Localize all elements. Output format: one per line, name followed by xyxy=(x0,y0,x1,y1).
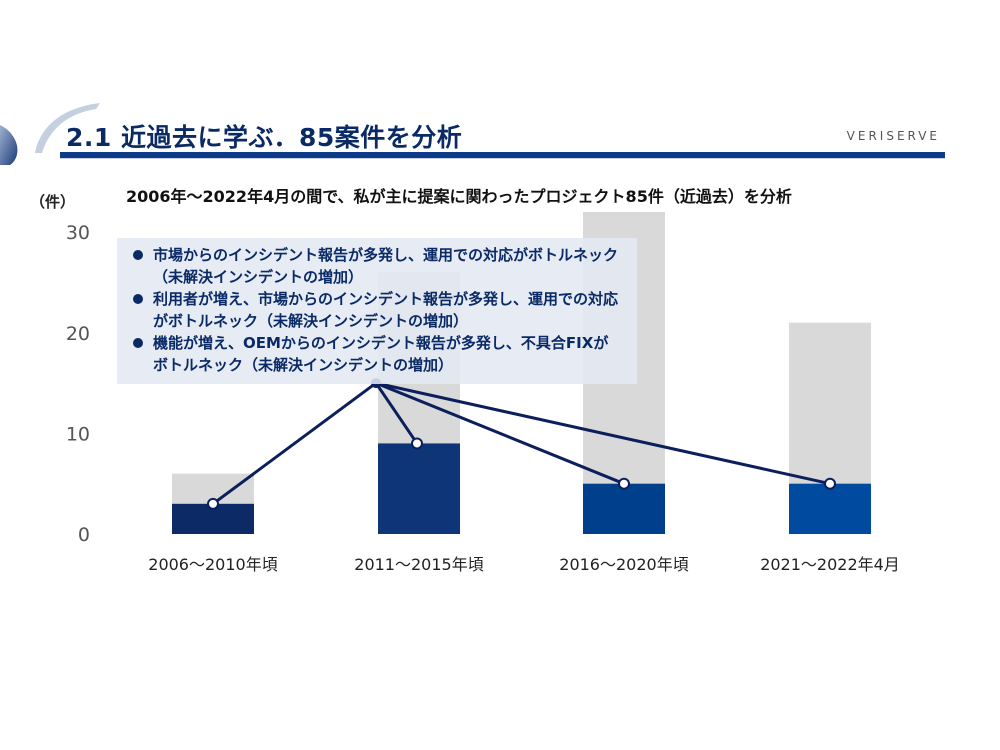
header-underline-bar xyxy=(60,152,945,158)
y-tick-label: 0 xyxy=(78,524,90,546)
header-underline-thin xyxy=(60,158,945,159)
bar-highlight xyxy=(789,483,871,534)
connector-target-point xyxy=(824,477,836,490)
bullet-icon xyxy=(133,338,143,348)
y-tick-label: 30 xyxy=(66,222,90,244)
bullet-icon xyxy=(133,294,143,304)
x-category-label: 2021～2022年4月 xyxy=(760,555,900,574)
chart-subtitle: 2006年～2022年4月の間で、私が主に提案に関わったプロジェクト85件（近過… xyxy=(126,187,792,206)
x-category-label: 2011～2015年頃 xyxy=(354,555,483,574)
connector-line xyxy=(375,381,625,486)
connector-target-point xyxy=(618,477,630,490)
connector-line xyxy=(212,381,377,506)
y-tick-label: 20 xyxy=(66,323,90,345)
connector-line xyxy=(374,382,419,445)
callout-item: 機能が増え、OEMからのインシデント報告が多発し、不具合FIXが ボトルネック（… xyxy=(131,332,627,376)
bullet-icon xyxy=(133,250,143,260)
y-tick-label: 10 xyxy=(66,423,90,445)
connector-line xyxy=(375,381,831,486)
x-category-label: 2016～2020年頃 xyxy=(559,555,688,574)
connector-target-point xyxy=(411,437,423,450)
callout-item: 市場からのインシデント報告が多発し、運用での対応がボトルネック（未解決インシデン… xyxy=(131,244,627,288)
x-category-label: 2006～2010年頃 xyxy=(148,555,277,574)
header-swoosh-decoration xyxy=(0,103,100,165)
connector-target-point xyxy=(207,497,219,510)
y-axis-unit-label: （件） xyxy=(30,193,76,211)
bar-highlight xyxy=(378,443,460,534)
bar-highlight xyxy=(583,483,665,534)
callout-item-text: 市場からのインシデント報告が多発し、運用での対応がボトルネック（未解決インシデン… xyxy=(153,246,619,286)
brand-logo: VERISERVE xyxy=(846,129,940,143)
callout-item-text: 利用者が増え、市場からのインシデント報告が多発し、運用での対応がボトルネック（未… xyxy=(153,290,619,330)
page-title: 2.1 近過去に学ぶ．85案件を分析 xyxy=(66,123,463,152)
callout-item-text: 機能が増え、OEMからのインシデント報告が多発し、不具合FIXが ボトルネック（… xyxy=(153,334,609,374)
callout-item: 利用者が増え、市場からのインシデント報告が多発し、運用での対応がボトルネック（未… xyxy=(131,288,627,332)
findings-callout: 市場からのインシデント報告が多発し、運用での対応がボトルネック（未解決インシデン… xyxy=(117,238,637,384)
